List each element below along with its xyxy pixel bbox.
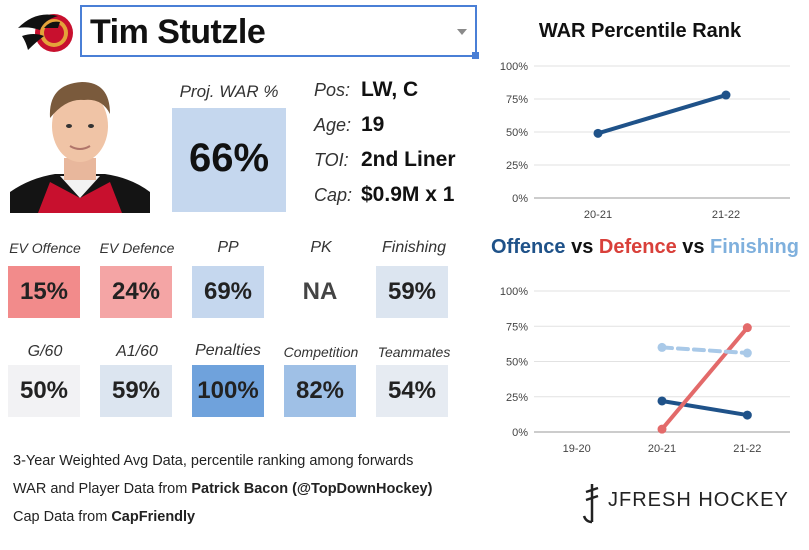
chart2-title-offence: Offence [491,236,566,258]
ev-defence-value: 24% [111,278,161,305]
proj-war-box: 66% [172,108,286,212]
ev-offence-value: 15% [19,278,69,305]
toi-label: TOI: [314,150,349,170]
x-tick-label: 19-20 [563,443,591,455]
series-point [593,128,603,138]
chart1-title: WAR Percentile Rank [538,20,742,42]
age-value: 19 [361,113,385,136]
g60-box: 50% [8,365,80,417]
pos-label: Pos: [314,80,351,100]
finishing-box: 59% [376,266,448,318]
proj-war-label: Proj. WAR % [179,82,279,101]
note-war-source-link[interactable]: Patrick Bacon (@TopDownHockey) [191,481,433,497]
note-war-prefix: WAR and Player Data from [13,481,192,497]
y-tick-label: 100% [500,286,528,298]
note-cap-source-link[interactable]: CapFriendly [111,509,196,525]
y-tick-label: 25% [506,392,528,404]
age-label: Age: [314,115,352,135]
pp-label: PP [217,239,239,256]
competition-label: Competition [283,344,359,360]
finishing-line [660,345,750,356]
war-percentile-chart: 0% 25% 50% 75% 100% 20-21 21-22 [500,61,790,221]
penalties-box: 100% [192,365,264,417]
selection-handle[interactable] [472,52,479,59]
teammates-value: 54% [387,377,437,404]
defence-point [657,424,667,434]
series-line [596,93,728,136]
offence-defence-finishing-chart: 0% 25% 50% 75% 100% 19-20 20-21 21-22 [500,286,790,455]
x-tick-label: 21-22 [712,209,740,221]
y-tick-label: 50% [506,357,528,369]
defence-point [742,323,752,333]
g60-value: 50% [19,377,69,404]
penalties-value: 100% [197,377,259,404]
pk-value: NA [302,278,338,305]
player-name: Tim Stutzle [90,13,266,51]
finishing-label: Finishing [381,239,447,256]
x-tick-label: 21-22 [733,443,761,455]
player-select[interactable]: Tim Stutzle [80,5,479,59]
pk-box: NA [284,266,356,318]
note-cap-prefix: Cap Data from [13,509,112,525]
toi-value: 2nd Liner [361,148,456,171]
brand-logo: JFRESH HOCKEY [578,482,793,524]
ev-defence-label: EV Defence [99,240,175,256]
defence-line [660,325,750,432]
pk-label: PK [310,239,332,256]
offence-line [660,398,750,418]
pos-value: LW, C [361,78,419,101]
ev-offence-label: EV Offence [9,240,81,256]
a160-box: 59% [100,365,172,417]
cap-label: Cap: [314,185,353,205]
g60-label: G/60 [27,343,63,360]
x-tick-label: 20-21 [648,443,676,455]
ev-offence-box: 15% [8,266,80,318]
ev-defence-box: 24% [100,266,172,318]
competition-box: 82% [284,365,356,417]
chart2-title-defence: Defence [598,236,677,258]
finishing-value: 59% [387,278,437,305]
finishing-point [657,342,667,352]
team-logo [14,6,76,58]
teammates-box: 54% [376,365,448,417]
player-headshot [10,70,150,213]
note-methodology: 3-Year Weighted Avg Data, percentile ran… [13,453,414,469]
penalties-label: Penalties [195,342,261,359]
pp-box: 69% [192,266,264,318]
brand-mark-icon [582,484,599,524]
chart2-title-vs2: vs [676,236,711,258]
chevron-down-icon[interactable] [457,29,467,35]
x-tick-label: 20-21 [584,209,612,221]
chart2-title-finishing: Finishing [710,236,799,258]
teammates-label: Teammates [377,344,451,360]
y-tick-label: 0% [512,193,528,205]
cap-value: $0.9M x 1 [361,183,455,206]
note-cap-source: Cap Data from CapFriendly [13,509,195,525]
a160-value: 59% [111,377,161,404]
offence-point [657,396,667,406]
y-tick-label: 75% [506,94,528,106]
y-tick-label: 0% [512,427,528,439]
y-tick-label: 75% [506,321,528,333]
y-tick-label: 50% [506,127,528,139]
competition-value: 82% [295,377,345,404]
brand-name: JFRESH HOCKEY [608,489,789,511]
note-war-source: WAR and Player Data from Patrick Bacon (… [13,481,432,497]
finishing-point [742,348,752,358]
a160-label: A1/60 [116,343,158,360]
chart2-title: Offence vs Defence vs Finishing [490,236,800,259]
y-tick-label: 25% [506,160,528,172]
pp-value: 69% [203,278,253,305]
offence-point [742,410,752,420]
y-tick-label: 100% [500,61,528,73]
chart2-title-vs1: vs [565,236,599,258]
proj-war-value: 66% [188,136,270,180]
series-point [721,90,731,100]
